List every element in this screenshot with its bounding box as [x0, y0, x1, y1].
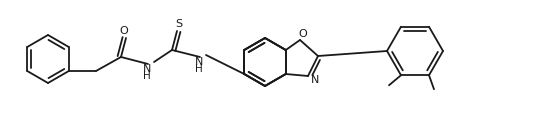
- Text: H: H: [195, 64, 203, 74]
- Text: N: N: [143, 64, 151, 74]
- Text: S: S: [175, 19, 183, 29]
- Text: N: N: [195, 57, 203, 67]
- Text: N: N: [311, 75, 319, 85]
- Text: O: O: [120, 26, 129, 36]
- Text: O: O: [299, 29, 307, 39]
- Text: H: H: [143, 71, 151, 81]
